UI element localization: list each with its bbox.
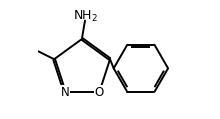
Text: NH$_2$: NH$_2$ bbox=[73, 9, 97, 24]
Text: N: N bbox=[61, 86, 69, 99]
Text: O: O bbox=[95, 86, 104, 99]
